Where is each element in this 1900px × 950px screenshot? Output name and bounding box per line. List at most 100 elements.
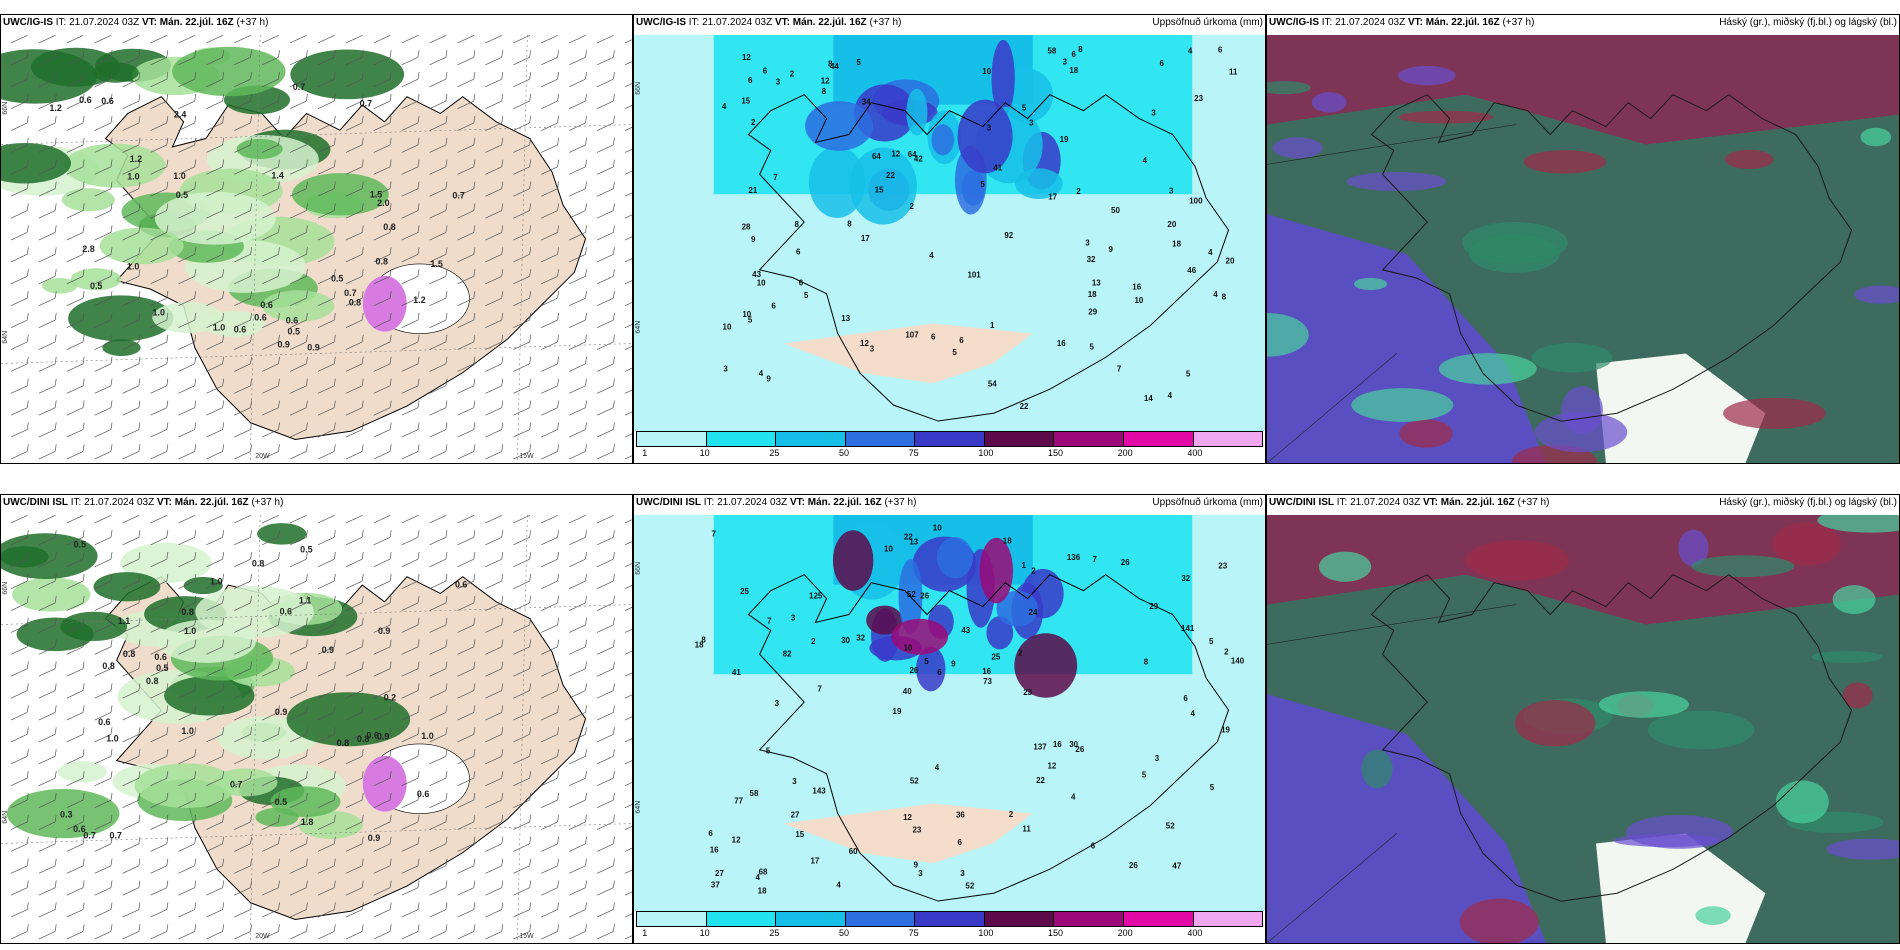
barb-shaft [122, 319, 140, 328]
barb-shaft [513, 931, 530, 940]
wind-barb [122, 727, 141, 743]
barb-shaft [624, 429, 632, 438]
wind-barb [624, 144, 632, 153]
barb-shaft [10, 515, 28, 524]
wind-barb [66, 661, 85, 677]
isohyet-value: 0.6 [98, 717, 110, 727]
barb-shaft [122, 297, 140, 307]
barb-flag [54, 247, 57, 255]
wind-barb [457, 924, 476, 940]
wind-barb [10, 50, 29, 66]
barb-flag [501, 858, 504, 866]
barb-flag [250, 771, 252, 779]
precip-value: 18 [758, 886, 767, 895]
barb-flag [445, 771, 448, 779]
barb-flag [278, 924, 280, 932]
wind-barb [38, 35, 57, 44]
wind-barb [624, 166, 632, 175]
wind-barb [401, 334, 420, 350]
barb-flag [250, 705, 252, 713]
colorbar-swatch [1054, 912, 1124, 926]
wind-barb [345, 552, 364, 568]
barb-shaft [206, 887, 223, 896]
barb-shaft [262, 232, 279, 241]
barb-shaft [317, 210, 335, 219]
barb-flag [26, 225, 29, 233]
isohyet-value: 0.5 [176, 190, 188, 200]
wind-barb [485, 552, 504, 568]
wind-barb [429, 924, 448, 940]
barb-shaft [569, 843, 586, 852]
barb-shaft [624, 536, 632, 546]
barb-shaft [569, 909, 586, 918]
barb-flag [585, 422, 587, 430]
barb-flag [501, 422, 504, 430]
barb-shaft [401, 712, 419, 721]
barb-shaft [541, 646, 558, 655]
wind-barb [624, 646, 632, 655]
barb-shaft [178, 210, 195, 219]
precip-value: 5 [1209, 637, 1214, 646]
barb-shaft [429, 319, 447, 328]
barb-shaft [262, 931, 279, 940]
wind-barb [401, 749, 420, 765]
barb-shaft [541, 931, 558, 940]
cloud-patch [1399, 419, 1453, 448]
wind-barb [206, 639, 225, 655]
barb-flag [250, 50, 252, 58]
isohyet-value: 1.4 [271, 170, 283, 180]
cloud-patch [1346, 171, 1447, 191]
barb-flag [501, 814, 504, 823]
barb-shaft [345, 712, 363, 721]
barb-flag [278, 269, 280, 277]
barb-shaft [94, 931, 112, 940]
barb-shaft [178, 144, 195, 153]
wind-barb [429, 159, 448, 175]
barb-shaft [569, 275, 586, 285]
barb-flag [166, 639, 169, 647]
barb-flag [194, 771, 197, 779]
precip-value: 12 [742, 53, 751, 62]
wind-barb [429, 902, 448, 918]
isohyet-value: 1.0 [184, 626, 196, 636]
wind-barb [429, 137, 448, 153]
wind-barb [345, 530, 364, 546]
wind-barb [10, 35, 29, 44]
wind-barb [178, 515, 197, 524]
wind-barb [289, 552, 308, 568]
barb-flag [54, 595, 57, 604]
wind-barb [289, 617, 308, 633]
isohyet-value: 1.0 [173, 171, 185, 181]
barb-shaft [234, 690, 251, 699]
barb-shaft [624, 385, 632, 394]
barb-shaft [150, 734, 167, 743]
barb-shaft [38, 210, 56, 219]
wind-barb [457, 444, 476, 460]
barb-flag [557, 137, 559, 145]
barb-shaft [66, 580, 84, 589]
barb-shaft [373, 843, 391, 852]
barb-flag [361, 727, 364, 735]
barb-flag [361, 137, 364, 145]
barb-shaft [485, 536, 502, 546]
precip-value: 21 [748, 186, 757, 195]
barb-flag [529, 203, 532, 211]
wind-barb [38, 617, 57, 633]
barb-shaft [262, 777, 279, 787]
barb-flag [445, 137, 448, 145]
wind-barb [596, 334, 615, 350]
wind-barb [122, 836, 141, 852]
barb-flag [278, 400, 280, 408]
barb-shaft [596, 602, 614, 611]
wind-barb [206, 115, 225, 131]
barb-shaft [429, 100, 447, 109]
barb-shaft [513, 363, 530, 372]
barb-flag [250, 814, 252, 823]
wind-barb [94, 595, 113, 611]
barb-shaft [262, 385, 279, 394]
barb-shaft [289, 536, 307, 546]
wind-barb [262, 902, 280, 918]
barb-flag [445, 291, 448, 299]
barb-shaft [66, 734, 84, 743]
barb-flag [138, 573, 141, 582]
